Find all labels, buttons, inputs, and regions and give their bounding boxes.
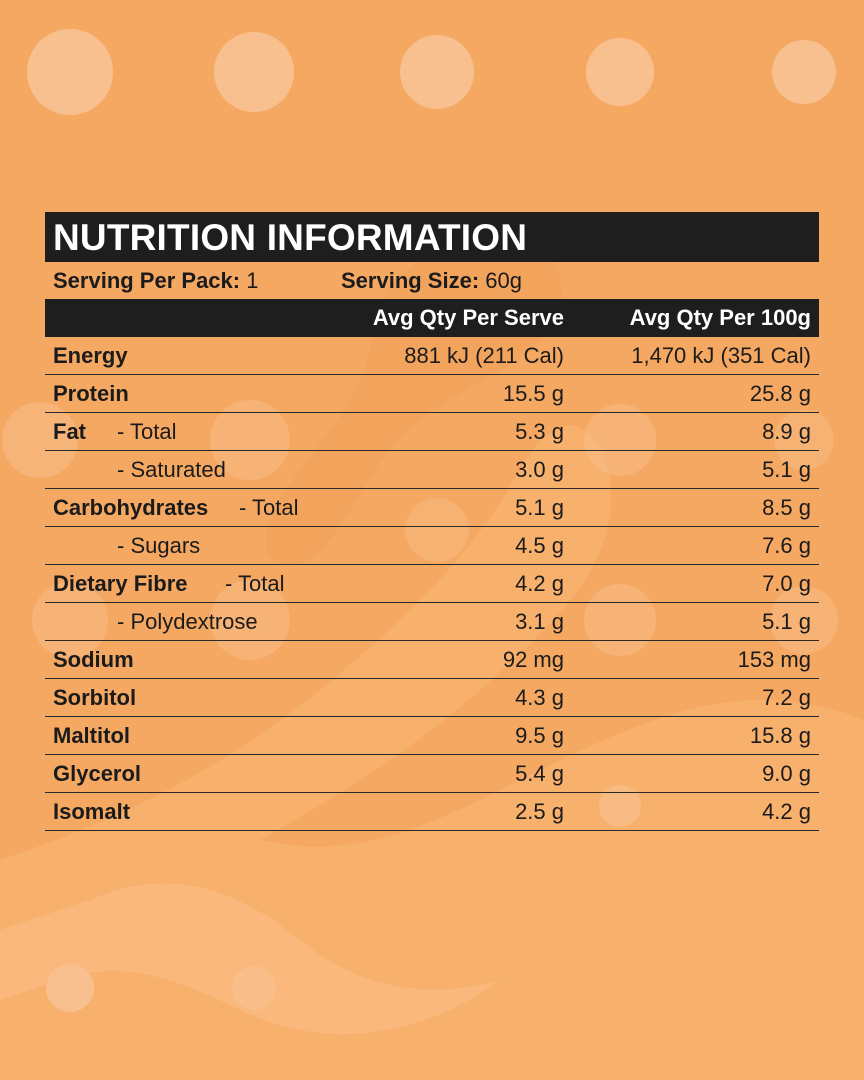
per-100g-value: 5.1 g (762, 609, 811, 634)
serving-per-pack-value: 1 (246, 268, 259, 293)
per-100g-value: 5.1 g (762, 457, 811, 482)
nutrient-subtype: - Saturated (117, 457, 226, 482)
per-serve-value: 9.5 g (515, 723, 564, 748)
per-serve-value: 92 mg (502, 647, 564, 672)
background-dot (32, 582, 108, 658)
table-header: Avg Qty Per Serve Avg Qty Per 100g (45, 299, 819, 337)
background-dot (774, 410, 834, 470)
per-100g-value: 8.9 g (762, 419, 811, 444)
nutrient-name: Glycerol (53, 761, 142, 786)
nutrient-name: Protein (53, 381, 129, 406)
background-dot (772, 40, 836, 104)
per-serve-value: 4.2 g (515, 571, 564, 596)
background-dot (214, 32, 294, 112)
table-row: Sorbitol 4.3 g 7.2 g (45, 679, 819, 717)
background-dot (27, 29, 113, 115)
nutrition-table: Energy 881 kJ (211 Cal) 1,470 kJ (351 Ca… (45, 337, 819, 831)
background-dot (586, 38, 654, 106)
table-row: - Sugars 4.5 g 7.6 g (45, 527, 819, 565)
table-row: Fat - Total 5.3 g 8.9 g (45, 413, 819, 451)
background-dot (2, 402, 78, 478)
per-serve-value: 4.3 g (515, 685, 564, 710)
per-100g-value: 9.0 g (762, 761, 811, 786)
nutrient-name: Energy (53, 343, 128, 368)
table-row: Carbohydrates - Total 5.1 g 8.5 g (45, 489, 819, 527)
per-serve-value: 15.5 g (502, 381, 564, 406)
serving-per-pack: Serving Per Pack: 1 (53, 268, 258, 293)
per-serve-value: 2.5 g (515, 799, 564, 824)
per-100g-value: 25.8 g (749, 381, 811, 406)
background-dot (405, 498, 469, 562)
table-row: - Polydextrose 3.1 g 5.1 g (45, 603, 819, 641)
nutrient-subtype: - Polydextrose (117, 609, 258, 634)
nutrient-name: Carbohydrates (53, 495, 209, 520)
nutrient-subtype: - Sugars (117, 533, 201, 558)
table-row: Sodium 92 mg 153 mg (45, 641, 819, 679)
nutrient-name: Sodium (53, 647, 134, 672)
serving-size-value: 60g (485, 268, 522, 293)
per-100g-value: 1,470 kJ (351 Cal) (631, 343, 811, 368)
per-serve-value: 3.1 g (515, 609, 564, 634)
table-row: Maltitol 9.5 g 15.8 g (45, 717, 819, 755)
table-row: - Saturated 3.0 g 5.1 g (45, 451, 819, 489)
nutrient-subtype: - Total (117, 419, 177, 444)
background-dot (584, 404, 656, 476)
page-title: NUTRITION INFORMATION (45, 212, 819, 262)
table-row: Energy 881 kJ (211 Cal) 1,470 kJ (351 Ca… (45, 337, 819, 375)
per-100g-value: 15.8 g (749, 723, 811, 748)
per-100g-value: 153 mg (737, 647, 811, 672)
serving-per-pack-label: Serving Per Pack: (53, 268, 241, 293)
nutrition-panel: NUTRITION INFORMATION Serving Per Pack: … (45, 212, 819, 831)
background-swirl (0, 883, 500, 1034)
serving-size: Serving Size: 60g (341, 262, 522, 299)
per-serve-value: 3.0 g (515, 457, 564, 482)
table-row: Dietary Fibre - Total 4.2 g 7.0 g (45, 565, 819, 603)
background-dot (232, 966, 276, 1010)
nutrient-subtype: - Total (239, 495, 299, 520)
serving-size-label: Serving Size: (341, 268, 480, 293)
background-dot (770, 586, 838, 654)
per-serve-value: 881 kJ (211 Cal) (404, 343, 564, 368)
background-dot (599, 785, 641, 827)
background-dot (210, 400, 290, 480)
per-100g-value: 7.6 g (762, 533, 811, 558)
per-serve-value: 4.5 g (515, 533, 564, 558)
nutrient-name: Fat (53, 419, 86, 444)
table-row: Glycerol 5.4 g 9.0 g (45, 755, 819, 793)
table-row: Protein 15.5 g 25.8 g (45, 375, 819, 413)
nutrient-subtype: - Total (225, 571, 285, 596)
per-100g-value: 7.0 g (762, 571, 811, 596)
background-dot (400, 35, 474, 109)
column-header-per-serve: Avg Qty Per Serve (372, 305, 564, 330)
per-100g-value: 4.2 g (762, 799, 811, 824)
per-100g-value: 8.5 g (762, 495, 811, 520)
column-header-per-100g: Avg Qty Per 100g (629, 305, 811, 330)
nutrient-name: Maltitol (53, 723, 130, 748)
background-dot (46, 964, 94, 1012)
per-serve-value: 5.3 g (515, 419, 564, 444)
nutrient-name: Isomalt (53, 799, 131, 824)
nutrient-name: Dietary Fibre (53, 571, 188, 596)
serving-info: Serving Per Pack: 1 Serving Size: 60g (45, 262, 819, 299)
per-serve-value: 5.1 g (515, 495, 564, 520)
table-row: Isomalt 2.5 g 4.2 g (45, 793, 819, 831)
per-100g-value: 7.2 g (762, 685, 811, 710)
per-serve-value: 5.4 g (515, 761, 564, 786)
nutrient-name: Sorbitol (53, 685, 137, 710)
